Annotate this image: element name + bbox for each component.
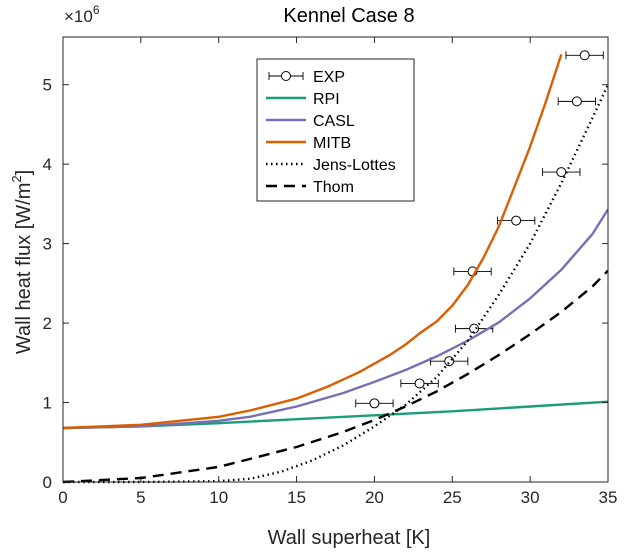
legend-item: CASL: [266, 113, 355, 130]
series-line: [62, 208, 610, 430]
y-axis-label: Wall heat flux [W/m2]: [9, 170, 35, 354]
legend-item: RPI: [266, 91, 340, 108]
y-tick-label: 0: [43, 473, 52, 492]
data-point: [444, 356, 455, 367]
y-tick-label: 4: [43, 155, 52, 174]
y-tick-label: 3: [43, 235, 52, 254]
series-line: [62, 269, 609, 484]
legend-item: Jens-Lottes: [266, 157, 396, 174]
y-multiplier: ×106: [64, 3, 100, 26]
legend-item: Thom: [266, 179, 354, 196]
series-exp: [355, 50, 604, 409]
legend-label: CASL: [313, 113, 355, 130]
legend-label: Jens-Lottes: [313, 157, 396, 174]
legend-label: MITB: [313, 135, 351, 152]
y-tick-label: 5: [43, 76, 52, 95]
axes-layer: [62, 36, 609, 483]
data-point: [414, 378, 425, 389]
data-point: [556, 167, 567, 178]
legend-label: Thom: [313, 179, 354, 196]
series-casl: [62, 208, 610, 430]
data-point: [579, 50, 590, 61]
y-axis-label-sup: 2: [9, 175, 24, 182]
legend-item: EXP: [268, 69, 345, 86]
ticks-layer: 0 5 10 15 20 25 30 35 0 1 2 3 4 5: [43, 37, 618, 507]
y-tick-label: 1: [43, 394, 52, 413]
legend-label: RPI: [313, 91, 340, 108]
series-line: [62, 54, 563, 430]
y-tick-label: 2: [43, 314, 52, 333]
y-multiplier-base: ×10: [64, 7, 93, 26]
y-axis-label-main: Wall heat flux [W/m: [13, 183, 35, 355]
legend-item: MITB: [266, 135, 351, 152]
data-point: [369, 398, 380, 409]
x-tick-label: 35: [599, 488, 618, 507]
legend-label: EXP: [313, 69, 345, 86]
y-multiplier-exponent: 6: [93, 3, 100, 17]
legend-marker: [281, 71, 291, 81]
x-axis-label: Wall superheat [K]: [268, 527, 431, 549]
series-thom: [62, 269, 609, 484]
x-tick-label: 0: [58, 488, 67, 507]
x-tick-label: 30: [521, 488, 540, 507]
chart-title: Kennel Case 8: [283, 5, 414, 27]
x-tick-label: 25: [443, 488, 462, 507]
x-tick-label: 20: [365, 488, 384, 507]
series-mitb: [62, 54, 563, 430]
legend: EXP RPI CASL MITB Jens-Lottes Thom: [256, 58, 415, 202]
series-layer: [62, 50, 610, 484]
legend-box: [256, 58, 415, 202]
data-point: [511, 215, 522, 226]
data-point: [571, 96, 582, 107]
series-jens-lottes: [63, 84, 610, 484]
series-line: [63, 84, 610, 484]
plot-frame: [62, 36, 609, 483]
x-tick-label: 5: [136, 488, 145, 507]
x-tick-label: 10: [209, 488, 228, 507]
y-axis-label-end: ]: [13, 170, 35, 176]
x-tick-label: 15: [287, 488, 306, 507]
